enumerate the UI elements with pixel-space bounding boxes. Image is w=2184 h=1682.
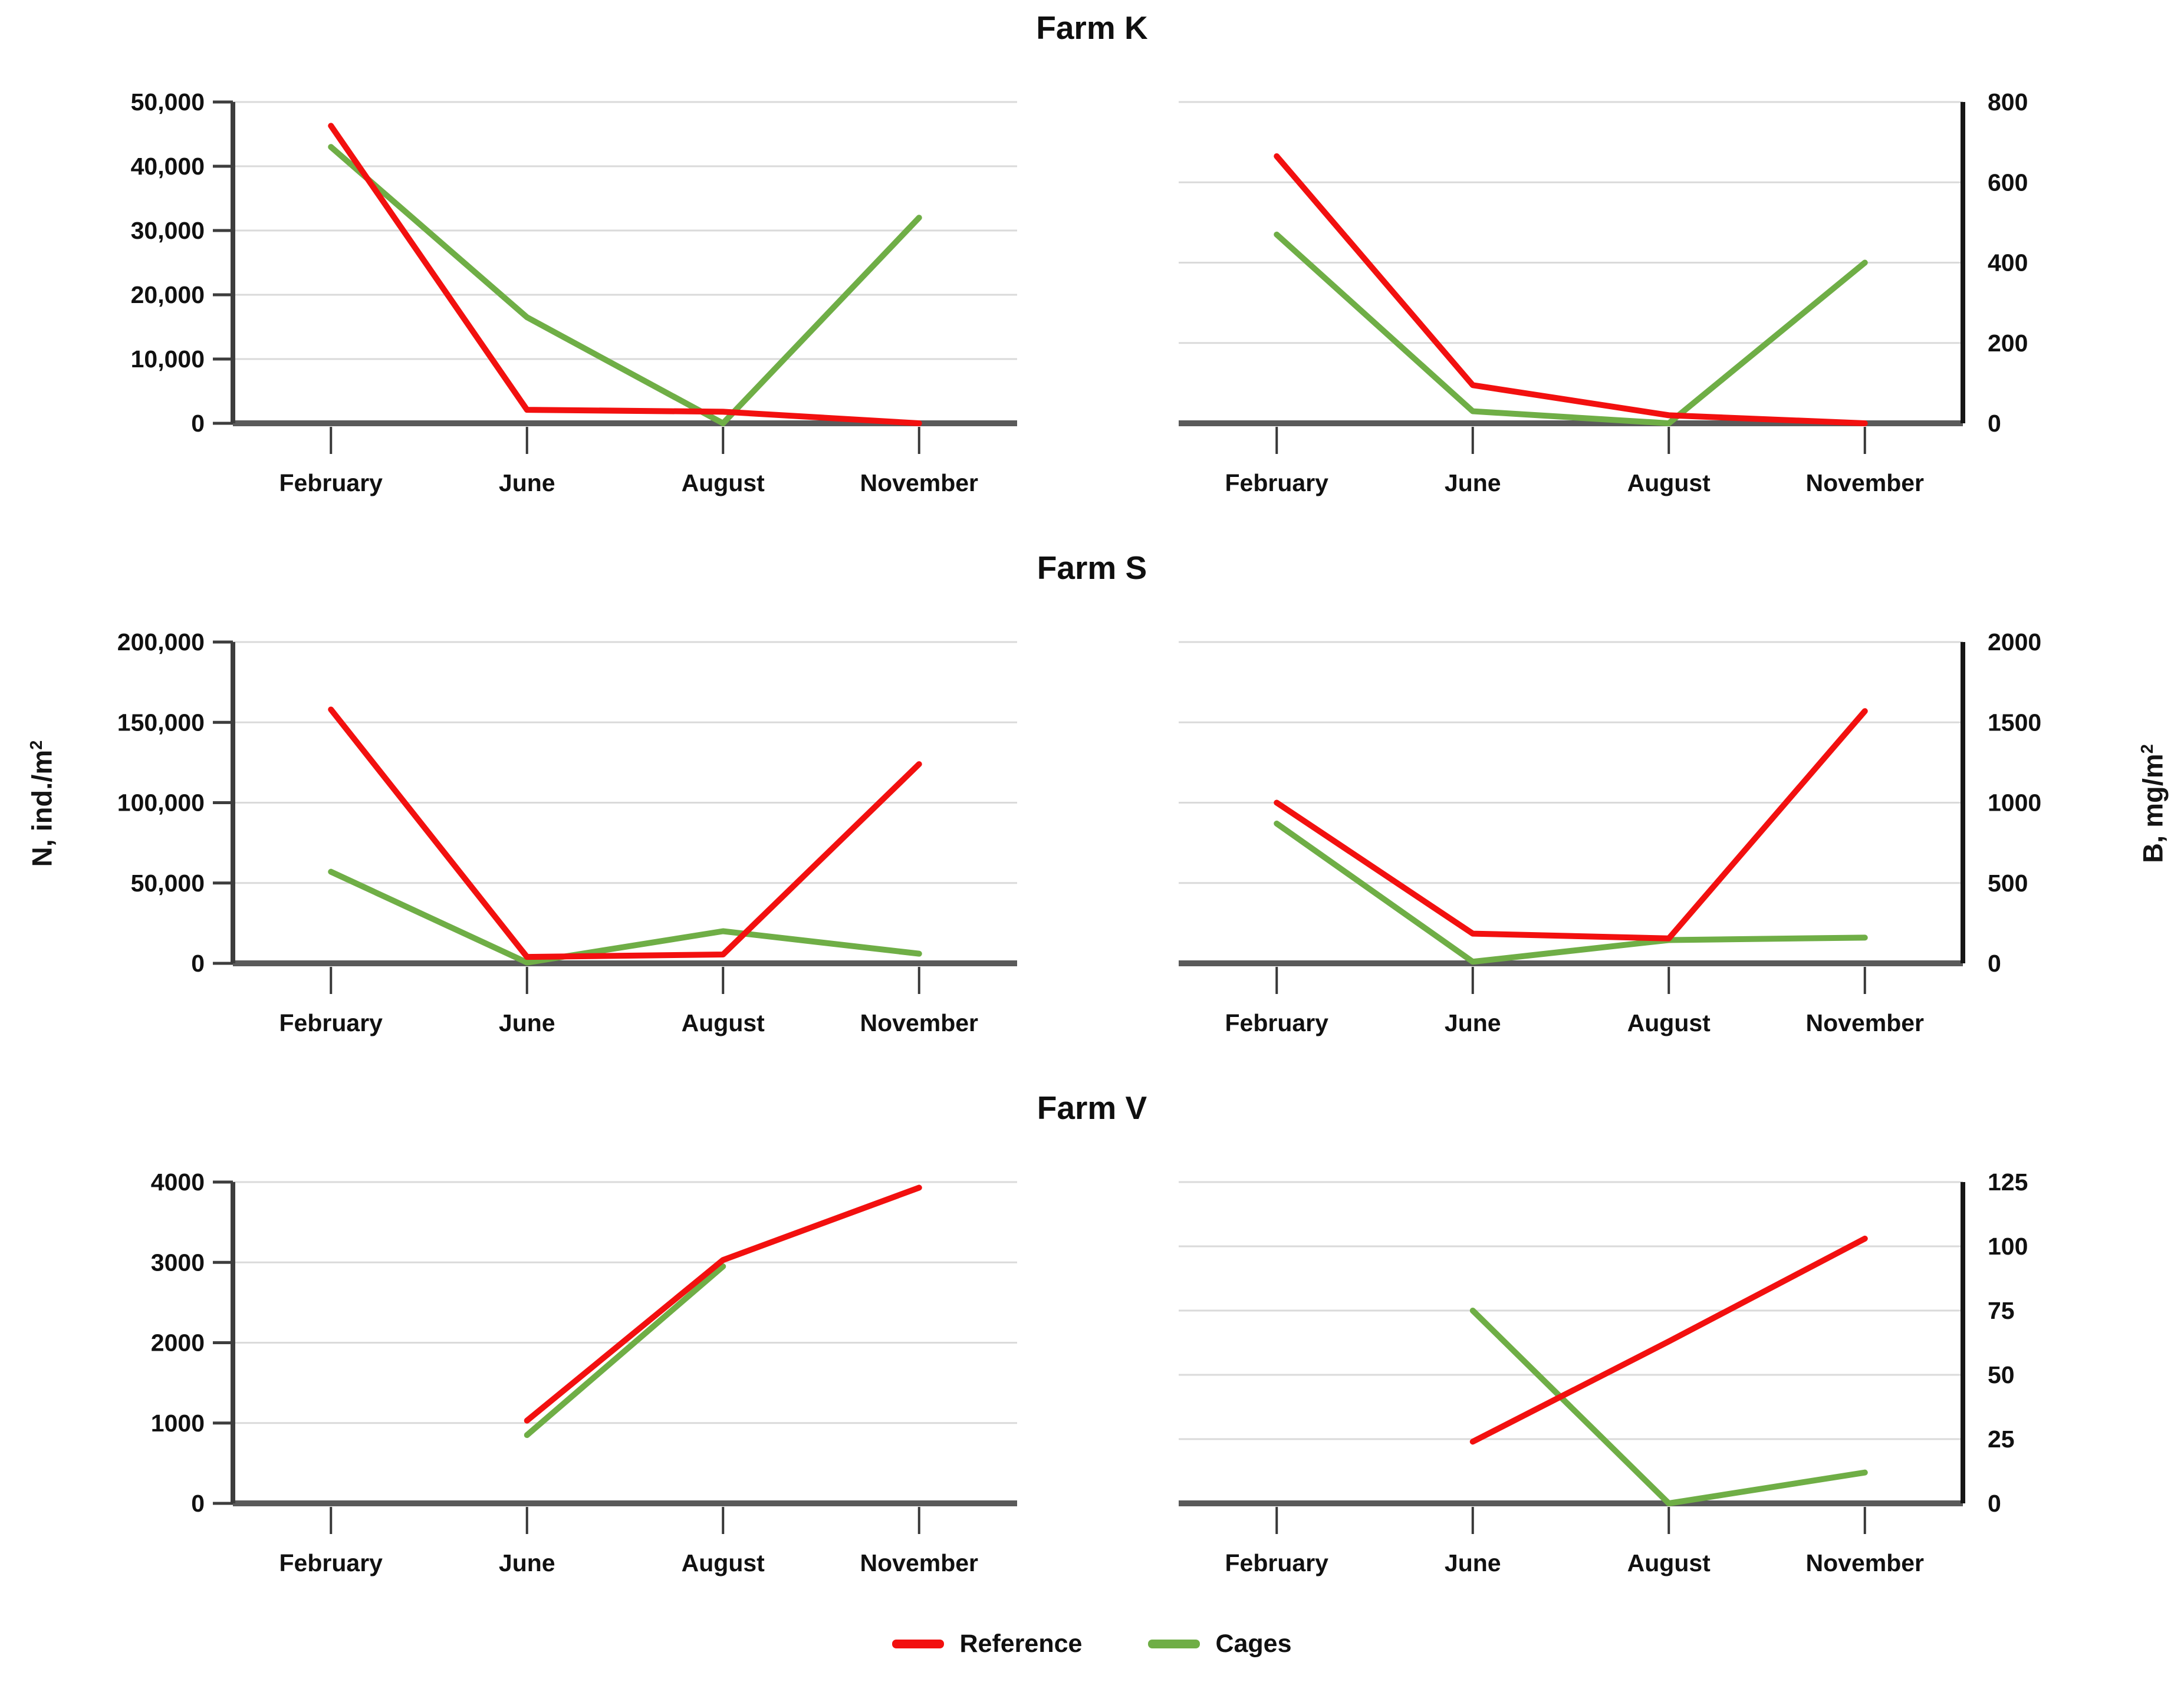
svg-text:600: 600 <box>1988 169 2028 196</box>
svg-text:1500: 1500 <box>1988 709 2041 736</box>
svg-text:25: 25 <box>1988 1426 2015 1453</box>
legend-item-cages: Cages <box>1148 1630 1292 1658</box>
farm-s-charts-row: 0 50,000 100,000 150,000 200,000 February June… <box>0 610 2184 1064</box>
svg-text:1000: 1000 <box>151 1410 205 1437</box>
svg-text:February: February <box>279 469 383 496</box>
svg-text:40,000: 40,000 <box>131 153 205 180</box>
svg-text:November: November <box>860 469 978 496</box>
legend-item-reference: Reference <box>892 1630 1082 1658</box>
svg-text:50,000: 50,000 <box>131 88 205 116</box>
y-axis-title-biomass: B, mg/m2 <box>2137 744 2169 863</box>
svg-text:June: June <box>499 1549 555 1576</box>
svg-text:0: 0 <box>1988 410 2001 437</box>
svg-text:August: August <box>1627 1009 1711 1036</box>
farm-v-charts-row: 0 1000 2000 3000 4000 February June August Novem… <box>0 1150 2184 1604</box>
svg-text:August: August <box>682 469 765 496</box>
svg-text:November: November <box>1805 469 1924 496</box>
svg-text:30,000: 30,000 <box>131 217 205 244</box>
svg-text:August: August <box>682 1009 765 1036</box>
svg-text:100,000: 100,000 <box>117 789 205 817</box>
svg-text:20,000: 20,000 <box>131 281 205 308</box>
farm-k-charts-row: 0 10,000 20,000 30,000 40,000 50,000 February J… <box>0 70 2184 524</box>
svg-text:200: 200 <box>1988 330 2028 357</box>
svg-text:50,000: 50,000 <box>131 870 205 897</box>
legend: Reference Cages <box>0 1630 2184 1658</box>
svg-text:November: November <box>1805 1009 1924 1036</box>
svg-text:125: 125 <box>1988 1168 2028 1196</box>
svg-text:August: August <box>682 1549 765 1576</box>
svg-text:February: February <box>279 1549 383 1576</box>
svg-text:4000: 4000 <box>151 1168 205 1196</box>
svg-text:50: 50 <box>1988 1361 2015 1388</box>
svg-text:February: February <box>1225 1009 1329 1036</box>
svg-text:2000: 2000 <box>151 1329 205 1357</box>
svg-text:June: June <box>1445 1549 1501 1576</box>
legend-label-reference: Reference <box>959 1630 1083 1658</box>
svg-text:June: June <box>1445 469 1501 496</box>
svg-text:1000: 1000 <box>1988 789 2041 817</box>
farm-v-title: Farm V <box>1037 1089 1147 1126</box>
farm-s-section: Farm S 0 50,000 100,000 150,000 200,000 Febru… <box>0 548 2184 1064</box>
y-axis-title-abundance: N, ind./m2 <box>26 740 58 867</box>
svg-text:June: June <box>499 469 555 496</box>
svg-text:November: November <box>860 1549 978 1576</box>
svg-text:June: June <box>499 1009 555 1036</box>
svg-text:0: 0 <box>1988 1490 2001 1517</box>
svg-text:75: 75 <box>1988 1297 2015 1324</box>
svg-text:0: 0 <box>191 950 205 977</box>
svg-text:August: August <box>1627 469 1711 496</box>
svg-text:August: August <box>1627 1549 1711 1576</box>
svg-text:3000: 3000 <box>151 1249 205 1276</box>
svg-text:0: 0 <box>191 1490 205 1517</box>
chart-farm-s-biomass: 0 500 1000 1500 2000 February June August Novemb… <box>1170 610 2119 1064</box>
svg-text:100: 100 <box>1988 1233 2028 1260</box>
farm-k-title: Farm K <box>1036 9 1148 46</box>
svg-text:February: February <box>279 1009 383 1036</box>
farm-s-title: Farm S <box>1037 549 1147 586</box>
chart-farm-k-biomass: 0 200 400 600 800 February June August November <box>1170 70 2119 524</box>
svg-text:0: 0 <box>191 410 205 437</box>
farm-v-section: Farm V 0 1000 2000 3000 4000 February June Augu… <box>0 1088 2184 1604</box>
svg-text:800: 800 <box>1988 88 2028 116</box>
svg-text:0: 0 <box>1988 950 2001 977</box>
svg-text:2000: 2000 <box>1988 628 2041 656</box>
svg-text:June: June <box>1445 1009 1501 1036</box>
cages-line-swatch <box>1148 1640 1200 1648</box>
farm-k-section: Farm K 0 10,000 20,000 30,000 40,000 50,000 Fe… <box>0 0 2184 524</box>
svg-text:February: February <box>1225 1549 1329 1576</box>
legend-label-cages: Cages <box>1215 1630 1292 1658</box>
chart-farm-v-abundance: 0 1000 2000 3000 4000 February June August Novem… <box>77 1150 1026 1604</box>
chart-farm-v-biomass: 0 25 50 75 100 125 February June August November <box>1170 1150 2119 1604</box>
svg-text:10,000: 10,000 <box>131 345 205 373</box>
reference-line-swatch <box>892 1640 945 1648</box>
svg-text:150,000: 150,000 <box>117 709 205 736</box>
svg-text:February: February <box>1225 469 1329 496</box>
svg-text:400: 400 <box>1988 249 2028 277</box>
svg-text:200,000: 200,000 <box>117 628 205 656</box>
chart-farm-k-abundance: 0 10,000 20,000 30,000 40,000 50,000 February J… <box>77 70 1026 524</box>
svg-text:500: 500 <box>1988 870 2028 897</box>
svg-text:November: November <box>1805 1549 1924 1576</box>
svg-text:November: November <box>860 1009 978 1036</box>
chart-farm-s-abundance: 0 50,000 100,000 150,000 200,000 February June… <box>77 610 1026 1064</box>
